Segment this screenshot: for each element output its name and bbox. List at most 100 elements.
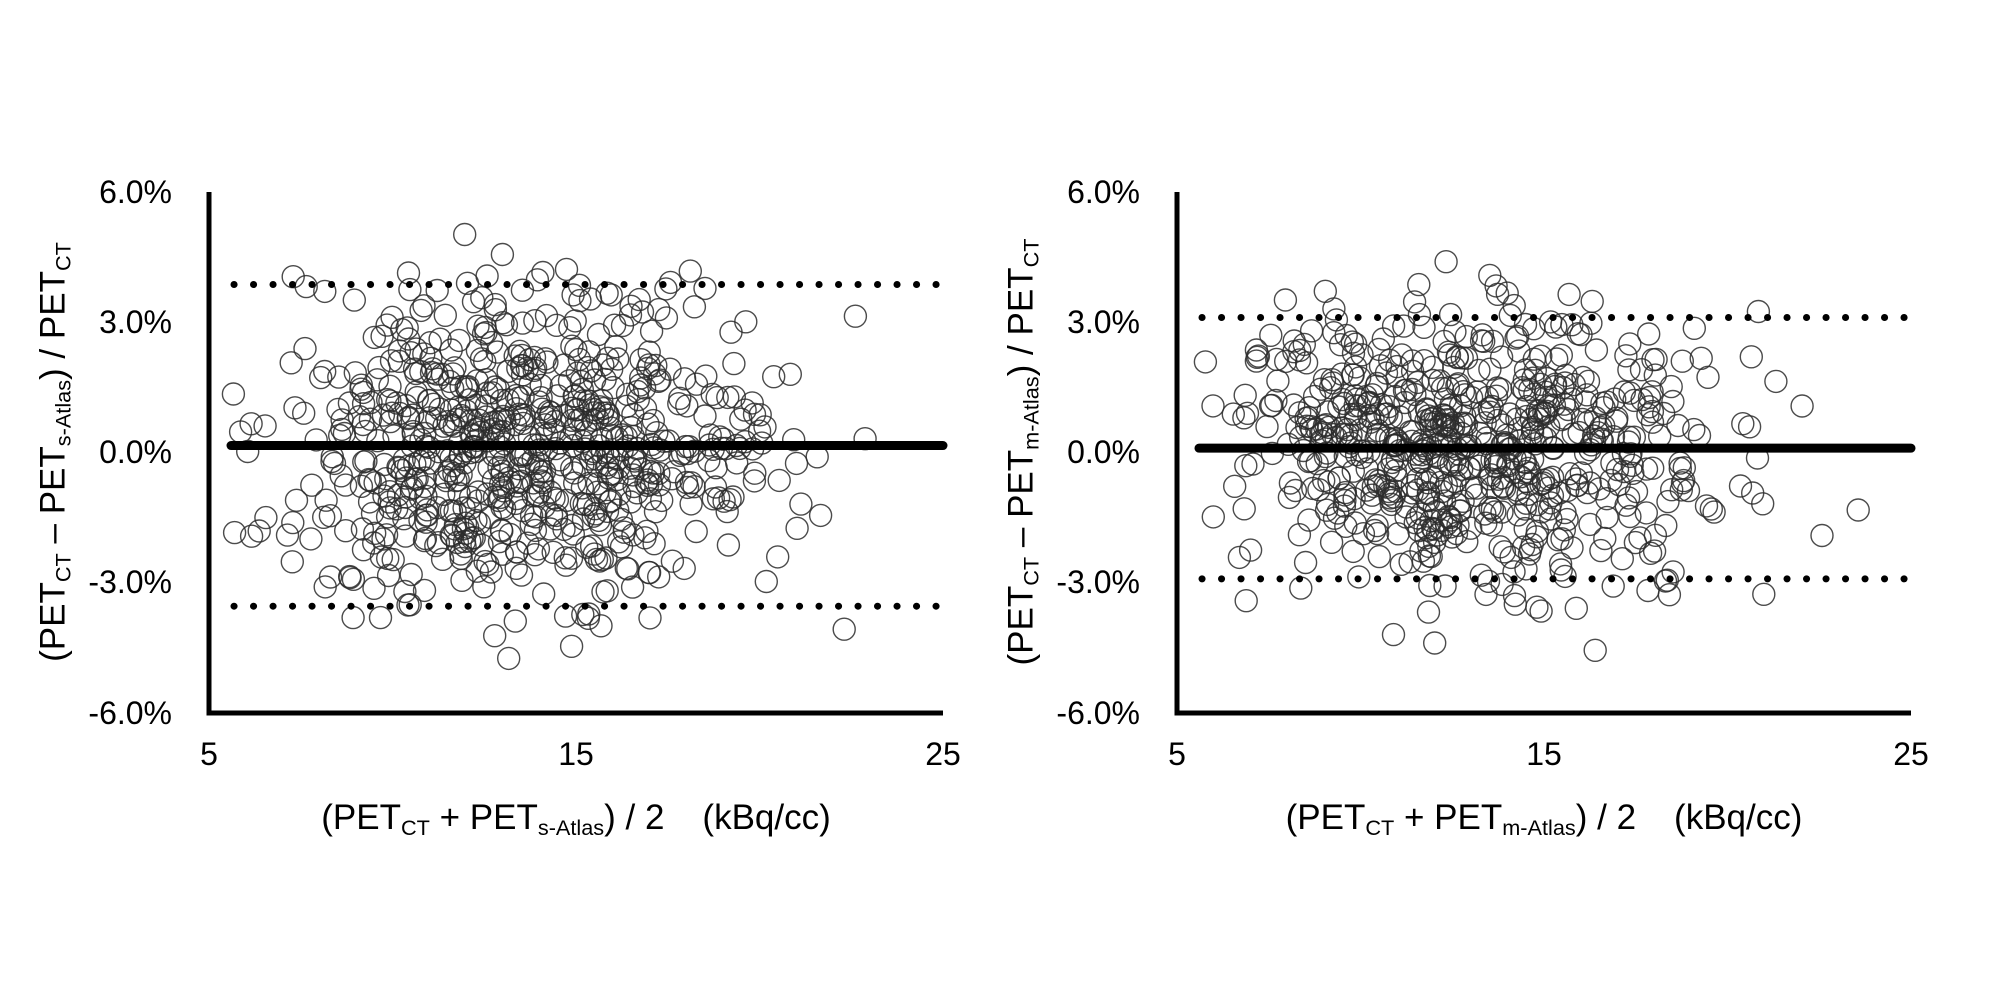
- scatter-point: [1221, 402, 1246, 426]
- scatter-point: [454, 375, 478, 399]
- scatter-point: [1687, 423, 1712, 448]
- scatter-point: [694, 364, 718, 388]
- left-y-title-sub-ct2: CT: [50, 242, 76, 272]
- scatter-point: [1293, 550, 1318, 575]
- scatter-point: [483, 298, 508, 322]
- scatter-point: [545, 488, 570, 512]
- scatter-point: [1436, 376, 1461, 400]
- scatter-point: [742, 402, 767, 426]
- scatter-point: [313, 359, 337, 384]
- scatter-point: [1375, 475, 1400, 499]
- scatter-point: [1636, 322, 1661, 346]
- scatter-point: [1258, 394, 1283, 418]
- scatter-point: [312, 505, 336, 529]
- scatter-point: [405, 385, 429, 410]
- scatter-point: [412, 294, 436, 318]
- scatter-point: [609, 507, 633, 532]
- scatter-point: [574, 413, 598, 437]
- scatter-point: [523, 309, 547, 333]
- scatter-point: [1449, 457, 1474, 481]
- scatter-point: [368, 605, 393, 630]
- scatter-point: [471, 322, 496, 346]
- scatter-point: [595, 499, 620, 523]
- scatter-point: [1571, 365, 1595, 390]
- scatter-point: [1682, 316, 1707, 340]
- scatter-point: [300, 473, 324, 497]
- scatter-point: [280, 550, 304, 574]
- scatter-point: [682, 439, 707, 463]
- scatter-point: [581, 504, 605, 528]
- left-axes-line: [206, 192, 943, 716]
- scatter-point: [1332, 494, 1357, 518]
- scatter-point: [1640, 456, 1665, 480]
- scatter-point: [598, 490, 622, 514]
- scatter-point: [1578, 512, 1602, 537]
- scatter-point: [1340, 363, 1365, 387]
- scatter-point: [418, 331, 442, 355]
- scatter-point: [503, 412, 528, 437]
- scatter-point: [729, 407, 753, 431]
- scatter-point: [600, 357, 624, 381]
- scatter-point: [1394, 505, 1418, 529]
- scatter-point: [743, 461, 767, 485]
- scatter-point: [479, 560, 503, 584]
- scatter-point: [1529, 599, 1553, 623]
- scatter-point: [1333, 483, 1357, 507]
- scatter-point: [487, 455, 511, 479]
- scatter-point: [552, 353, 577, 377]
- left-ytick-m6: -6.0%: [88, 695, 172, 731]
- scatter-point: [447, 481, 471, 506]
- scatter-point: [1659, 478, 1684, 502]
- scatter-point: [293, 336, 317, 361]
- scatter-point: [565, 361, 589, 385]
- scatter-point: [507, 470, 531, 494]
- scatter-point: [1328, 333, 1353, 357]
- scatter-point: [643, 500, 668, 524]
- scatter-point: [334, 519, 358, 543]
- scatter-point: [1314, 498, 1339, 522]
- scatter-point: [1277, 485, 1302, 510]
- scatter-point: [1562, 372, 1587, 397]
- scatter-point: [253, 414, 277, 438]
- scatter-point: [1614, 344, 1638, 368]
- scatter-point: [505, 474, 529, 498]
- scatter-point: [703, 475, 728, 499]
- scatter-point: [490, 542, 514, 566]
- left-x-title-sub-atlas: s-Atlas: [537, 815, 605, 841]
- scatter-point: [638, 487, 663, 511]
- scatter-point: [628, 373, 652, 397]
- right-x-title-sub-ct: CT: [1365, 815, 1395, 841]
- scatter-point: [1672, 456, 1697, 480]
- scatter-point: [1601, 574, 1625, 598]
- scatter-point: [1365, 513, 1389, 538]
- scatter-point: [1241, 452, 1265, 476]
- scatter-point: [470, 533, 494, 557]
- scatter-point: [1379, 405, 1404, 429]
- scatter-point: [1507, 339, 1531, 363]
- scatter-point: [654, 306, 679, 330]
- scatter-point: [1322, 321, 1346, 345]
- scatter-point: [1283, 478, 1308, 503]
- scatter-point: [491, 475, 515, 499]
- scatter-point: [658, 357, 682, 381]
- right-axes-line: [1174, 192, 1911, 716]
- scatter-point: [1377, 479, 1401, 504]
- scatter-point: [1484, 384, 1509, 408]
- right-y-title-sub-ct2: CT: [1018, 238, 1044, 268]
- scatter-point: [1614, 493, 1638, 517]
- scatter-point: [464, 393, 489, 417]
- scatter-point: [477, 456, 501, 480]
- scatter-point: [595, 453, 620, 477]
- scatter-point: [1640, 410, 1665, 434]
- scatter-point: [365, 368, 389, 392]
- scatter-point: [1389, 552, 1414, 576]
- scatter-point: [1430, 479, 1454, 504]
- scatter-point: [1513, 312, 1538, 337]
- scatter-point: [1299, 319, 1324, 343]
- scatter-point: [684, 372, 709, 396]
- scatter-point: [1533, 402, 1558, 426]
- scatter-point: [621, 402, 645, 427]
- scatter-point: [1495, 281, 1519, 305]
- scatter-point: [1628, 526, 1652, 550]
